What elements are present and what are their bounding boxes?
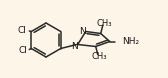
Text: CH₃: CH₃ [97, 19, 112, 28]
Text: Cl: Cl [18, 46, 27, 55]
Text: Cl: Cl [17, 26, 26, 35]
Text: CH₃: CH₃ [92, 52, 108, 61]
Text: NH₂: NH₂ [122, 38, 139, 46]
Text: N: N [71, 42, 78, 51]
Text: N: N [79, 27, 86, 36]
